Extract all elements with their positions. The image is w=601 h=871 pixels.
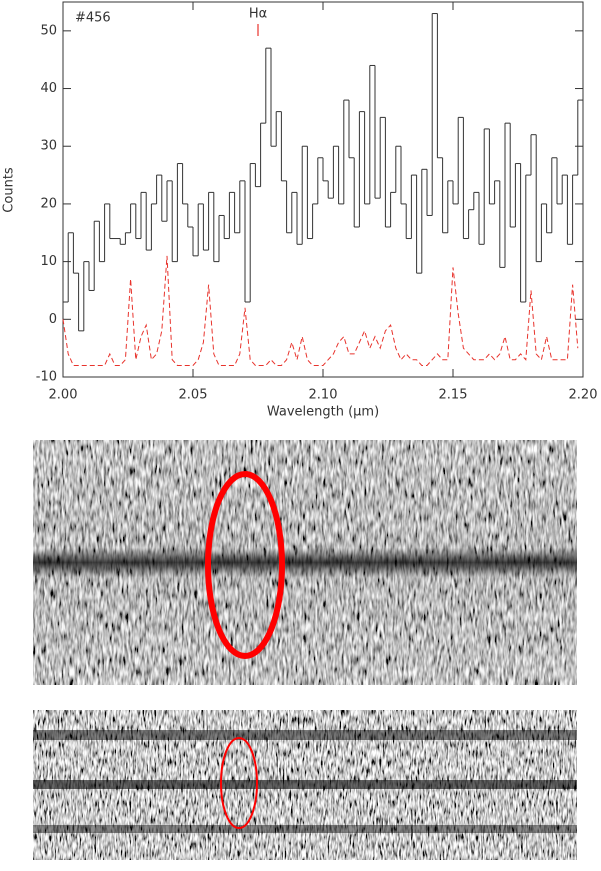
spectral-image-2 <box>33 710 577 860</box>
y-tick-label: 0 <box>49 312 57 327</box>
trace-band <box>33 440 577 685</box>
x-tick-label: 2.15 <box>439 388 468 403</box>
x-axis-label: Wavelength (μm) <box>267 405 379 420</box>
line-label: Hα <box>249 7 267 22</box>
x-tick-label: 2.10 <box>309 388 338 403</box>
y-tick-label: 20 <box>40 196 57 211</box>
x-tick-label: 2.20 <box>569 388 598 403</box>
sky-line <box>62 255 579 366</box>
y-tick-label: 50 <box>40 23 57 38</box>
y-tick-label: 10 <box>40 254 57 269</box>
spectrum-plot: #456 Wavelength (μm) Counts 2.00 2.05 2.10… <box>2 1 598 420</box>
highlight-ellipse <box>220 737 258 829</box>
x-tick-label: 2.05 <box>179 388 208 403</box>
trace-band <box>33 730 577 740</box>
spectral-image-1 <box>33 440 577 685</box>
y-tick-label: 30 <box>40 139 57 154</box>
trace-band <box>33 825 577 833</box>
object-label: #456 <box>75 11 111 26</box>
trace-band <box>33 780 577 789</box>
y-tick-label: 40 <box>40 81 57 96</box>
y-tick-label: -10 <box>36 370 57 385</box>
x-tick-label: 2.00 <box>49 388 78 403</box>
highlight-ellipse <box>205 471 285 659</box>
y-axis-label: Counts <box>2 167 17 213</box>
